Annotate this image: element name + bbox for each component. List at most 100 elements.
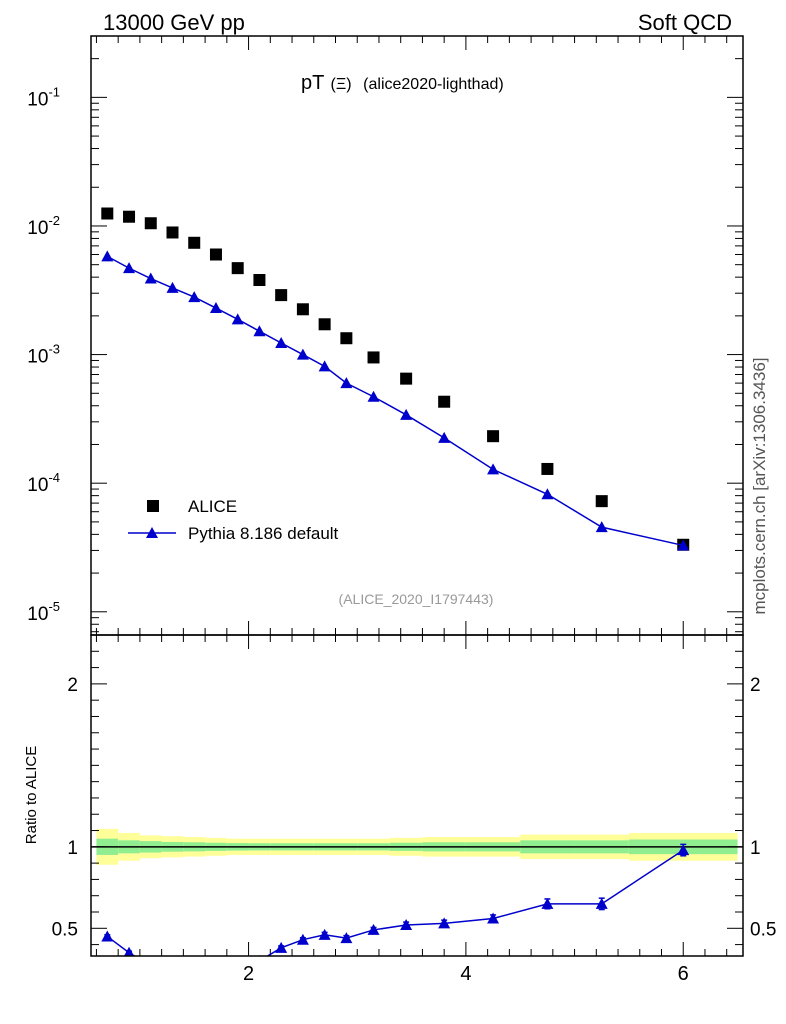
ratio-pythia-line — [106, 849, 684, 956]
main-plot-frame — [90, 35, 744, 636]
main-plot-ticks: 10-110-210-310-410-5 — [27, 36, 743, 635]
pythia-data-point — [595, 521, 608, 533]
ratio-series-group — [101, 843, 690, 985]
side-credit-label: mcplots.cern.ch [arXiv:1306.3436] — [750, 357, 769, 614]
pythia-data-point — [101, 250, 114, 262]
ratio-plot-frame — [90, 634, 744, 957]
analysis-id-label: (ALICE_2020_I1797443) — [339, 591, 494, 607]
x-tick-label: 6 — [678, 963, 689, 985]
legend-marker-pythia — [146, 527, 158, 538]
pythia-data-point — [188, 291, 201, 303]
pythia-data-point — [209, 302, 222, 314]
ratio-data-point — [367, 923, 380, 935]
pythia-data-point — [400, 408, 413, 420]
ratio-plot-series — [101, 843, 690, 985]
pythia-data-point — [318, 360, 331, 372]
ratio-data-point — [210, 974, 222, 985]
alice-data-point — [541, 462, 554, 475]
ratio-y-tick-label: 2 — [67, 675, 78, 696]
y-tick-label: 10-5 — [27, 599, 60, 625]
ratio-y-tick-label: 0.5 — [52, 919, 78, 940]
pythia-data-point — [166, 281, 179, 293]
y-tick-exponent: -3 — [48, 342, 60, 357]
legend-marker-alice — [147, 500, 159, 512]
ratio-data-point — [232, 968, 244, 979]
pythia-data-point — [275, 337, 288, 349]
title-analysis: (alice2020-lighthad) — [363, 76, 504, 93]
main-plot-panel: 10-110-210-310-410-5 pT (Ξ) (alice2020-l… — [27, 35, 744, 636]
alice-data-point — [438, 395, 451, 408]
y-tick-label: 10-3 — [27, 342, 60, 368]
pythia-data-point — [253, 325, 266, 337]
ratio-data-point — [541, 897, 554, 909]
alice-data-point — [340, 332, 353, 345]
ratio-data-point — [677, 844, 690, 856]
y-tick-exponent: -4 — [48, 470, 60, 485]
ratio-data-point — [340, 932, 353, 944]
ratio-uncertainty-bands — [91, 828, 743, 865]
header-right-label: Soft QCD — [638, 10, 732, 35]
alice-data-point — [166, 226, 179, 239]
alice-data-point — [595, 495, 608, 508]
ratio-data-point — [595, 897, 608, 909]
alice-data-point — [296, 303, 309, 316]
alice-data-point — [209, 248, 222, 261]
pythia-data-point — [487, 463, 500, 475]
y-tick-base: 10 — [27, 218, 48, 239]
ratio-data-point — [487, 912, 500, 924]
ratio-data-point — [400, 919, 413, 931]
y-tick-exponent: -2 — [48, 213, 60, 228]
legend-label-pythia: Pythia 8.186 default — [188, 524, 339, 543]
pythia-data-point — [438, 431, 451, 443]
ratio-y-tick-label: 1 — [67, 838, 78, 859]
pythia-data-point — [231, 313, 244, 325]
ratio-plot-panel: 0.5 0.5 1 1 2 2 2 4 6 Ratio to ALICE — [23, 634, 776, 985]
ratio-data-point — [123, 946, 135, 956]
y-tick-base: 10 — [27, 604, 48, 625]
ratio-y-tick-label-right: 2 — [750, 675, 761, 696]
alice-data-point — [188, 236, 201, 249]
legend-label-alice: ALICE — [188, 497, 237, 516]
alice-data-point — [231, 262, 244, 275]
pythia-data-point — [367, 390, 380, 402]
y-tick-exponent: -1 — [48, 84, 60, 99]
ratio-data-point — [318, 928, 331, 940]
alice-data-point — [487, 430, 500, 443]
pythia-data-point — [340, 377, 353, 389]
ratio-data-point — [296, 933, 309, 945]
alice-data-point — [400, 372, 413, 385]
x-tick-label: 4 — [460, 963, 471, 985]
pythia-data-point — [541, 488, 554, 500]
y-tick-exponent: -5 — [48, 599, 60, 614]
main-plot-series — [101, 207, 690, 551]
alice-data-point — [144, 217, 157, 230]
header-left-label: 13000 GeV pp — [103, 10, 245, 35]
ratio-plot-ticks: 0.5 0.5 1 1 2 2 2 4 6 — [52, 635, 776, 985]
pythia-data-point — [144, 272, 157, 284]
main-plot-title: pT (Ξ) (alice2020-lighthad) — [301, 72, 504, 94]
alice-data-point — [101, 207, 114, 220]
ratio-data-point — [145, 960, 157, 971]
ratio-data-point — [438, 917, 451, 929]
ratio-data-point — [188, 973, 200, 984]
ratio-data-point — [167, 968, 179, 979]
ratio-data-point — [275, 941, 288, 953]
y-tick-label: 10-4 — [27, 470, 60, 496]
ratio-y-tick-label-right: 0.5 — [750, 919, 776, 940]
x-tick-label: 2 — [243, 963, 254, 985]
alice-data-point — [253, 274, 266, 287]
alice-data-point — [367, 351, 380, 364]
ratio-y-tick-label-right: 1 — [750, 838, 761, 859]
title-pt: pT — [301, 72, 324, 94]
pythia-data-point — [123, 262, 136, 274]
ratio-data-point — [101, 930, 114, 942]
y-tick-base: 10 — [27, 347, 48, 368]
y-tick-label: 10-2 — [27, 213, 60, 239]
y-tick-label: 10-1 — [27, 84, 60, 110]
title-symbol: (Ξ) — [331, 76, 352, 93]
y-tick-base: 10 — [27, 475, 48, 496]
alice-data-point — [123, 210, 136, 223]
alice-data-point — [318, 318, 331, 331]
legend: ALICE Pythia 8.186 default — [128, 497, 339, 543]
